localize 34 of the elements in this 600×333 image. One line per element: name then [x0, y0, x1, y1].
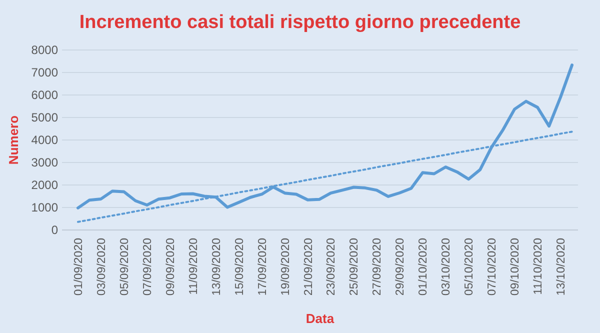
y-tick-label: 6000 — [31, 88, 58, 102]
x-tick-label: 03/09/2020 — [96, 238, 108, 296]
x-axis-title: Data — [306, 311, 335, 326]
x-tick-label: 07/10/2020 — [486, 238, 499, 296]
x-tick-label: 13/09/2020 — [210, 238, 223, 296]
x-tick-label: 01/09/2020 — [73, 238, 85, 296]
x-tick-label: 03/10/2020 — [440, 238, 453, 296]
y-axis-title: Numero — [6, 115, 21, 165]
y-tick-label: 1000 — [31, 200, 58, 214]
x-tick-label: 11/10/2020 — [532, 238, 545, 295]
x-tick-label: 01/10/2020 — [418, 238, 430, 296]
x-tick-label: 09/10/2020 — [510, 238, 522, 296]
y-tick-label: 0 — [51, 223, 58, 237]
x-tick-label: 29/09/2020 — [394, 238, 407, 296]
x-tick-label: 07/09/2020 — [142, 238, 154, 296]
x-tick-label: 05/10/2020 — [464, 238, 476, 296]
y-tick-label: 3000 — [31, 156, 58, 170]
x-tick-label: 23/09/2020 — [326, 238, 338, 296]
x-tick-label: 05/09/2020 — [118, 238, 131, 296]
y-tick-label: 2000 — [31, 178, 58, 192]
y-tick-label: 4000 — [31, 133, 58, 147]
x-tick-label: 09/09/2020 — [164, 238, 177, 296]
x-tick-label: 17/09/2020 — [256, 238, 269, 296]
x-tick-label: 25/09/2020 — [348, 238, 361, 296]
x-tick-label: 15/09/2020 — [234, 238, 246, 296]
x-tick-label: 27/09/2020 — [372, 238, 384, 296]
chart-title: Incremento casi totali rispetto giorno precedente — [79, 12, 521, 33]
x-tick-label: 21/09/2020 — [302, 238, 315, 296]
y-tick-label: 5000 — [31, 110, 58, 124]
x-tick-label: 13/10/2020 — [556, 238, 568, 296]
y-tick-label: 8000 — [31, 43, 58, 57]
x-tick-label: 11/09/2020 — [188, 238, 200, 295]
x-tick-label: 19/09/2020 — [280, 238, 292, 296]
y-tick-label: 7000 — [31, 66, 58, 80]
